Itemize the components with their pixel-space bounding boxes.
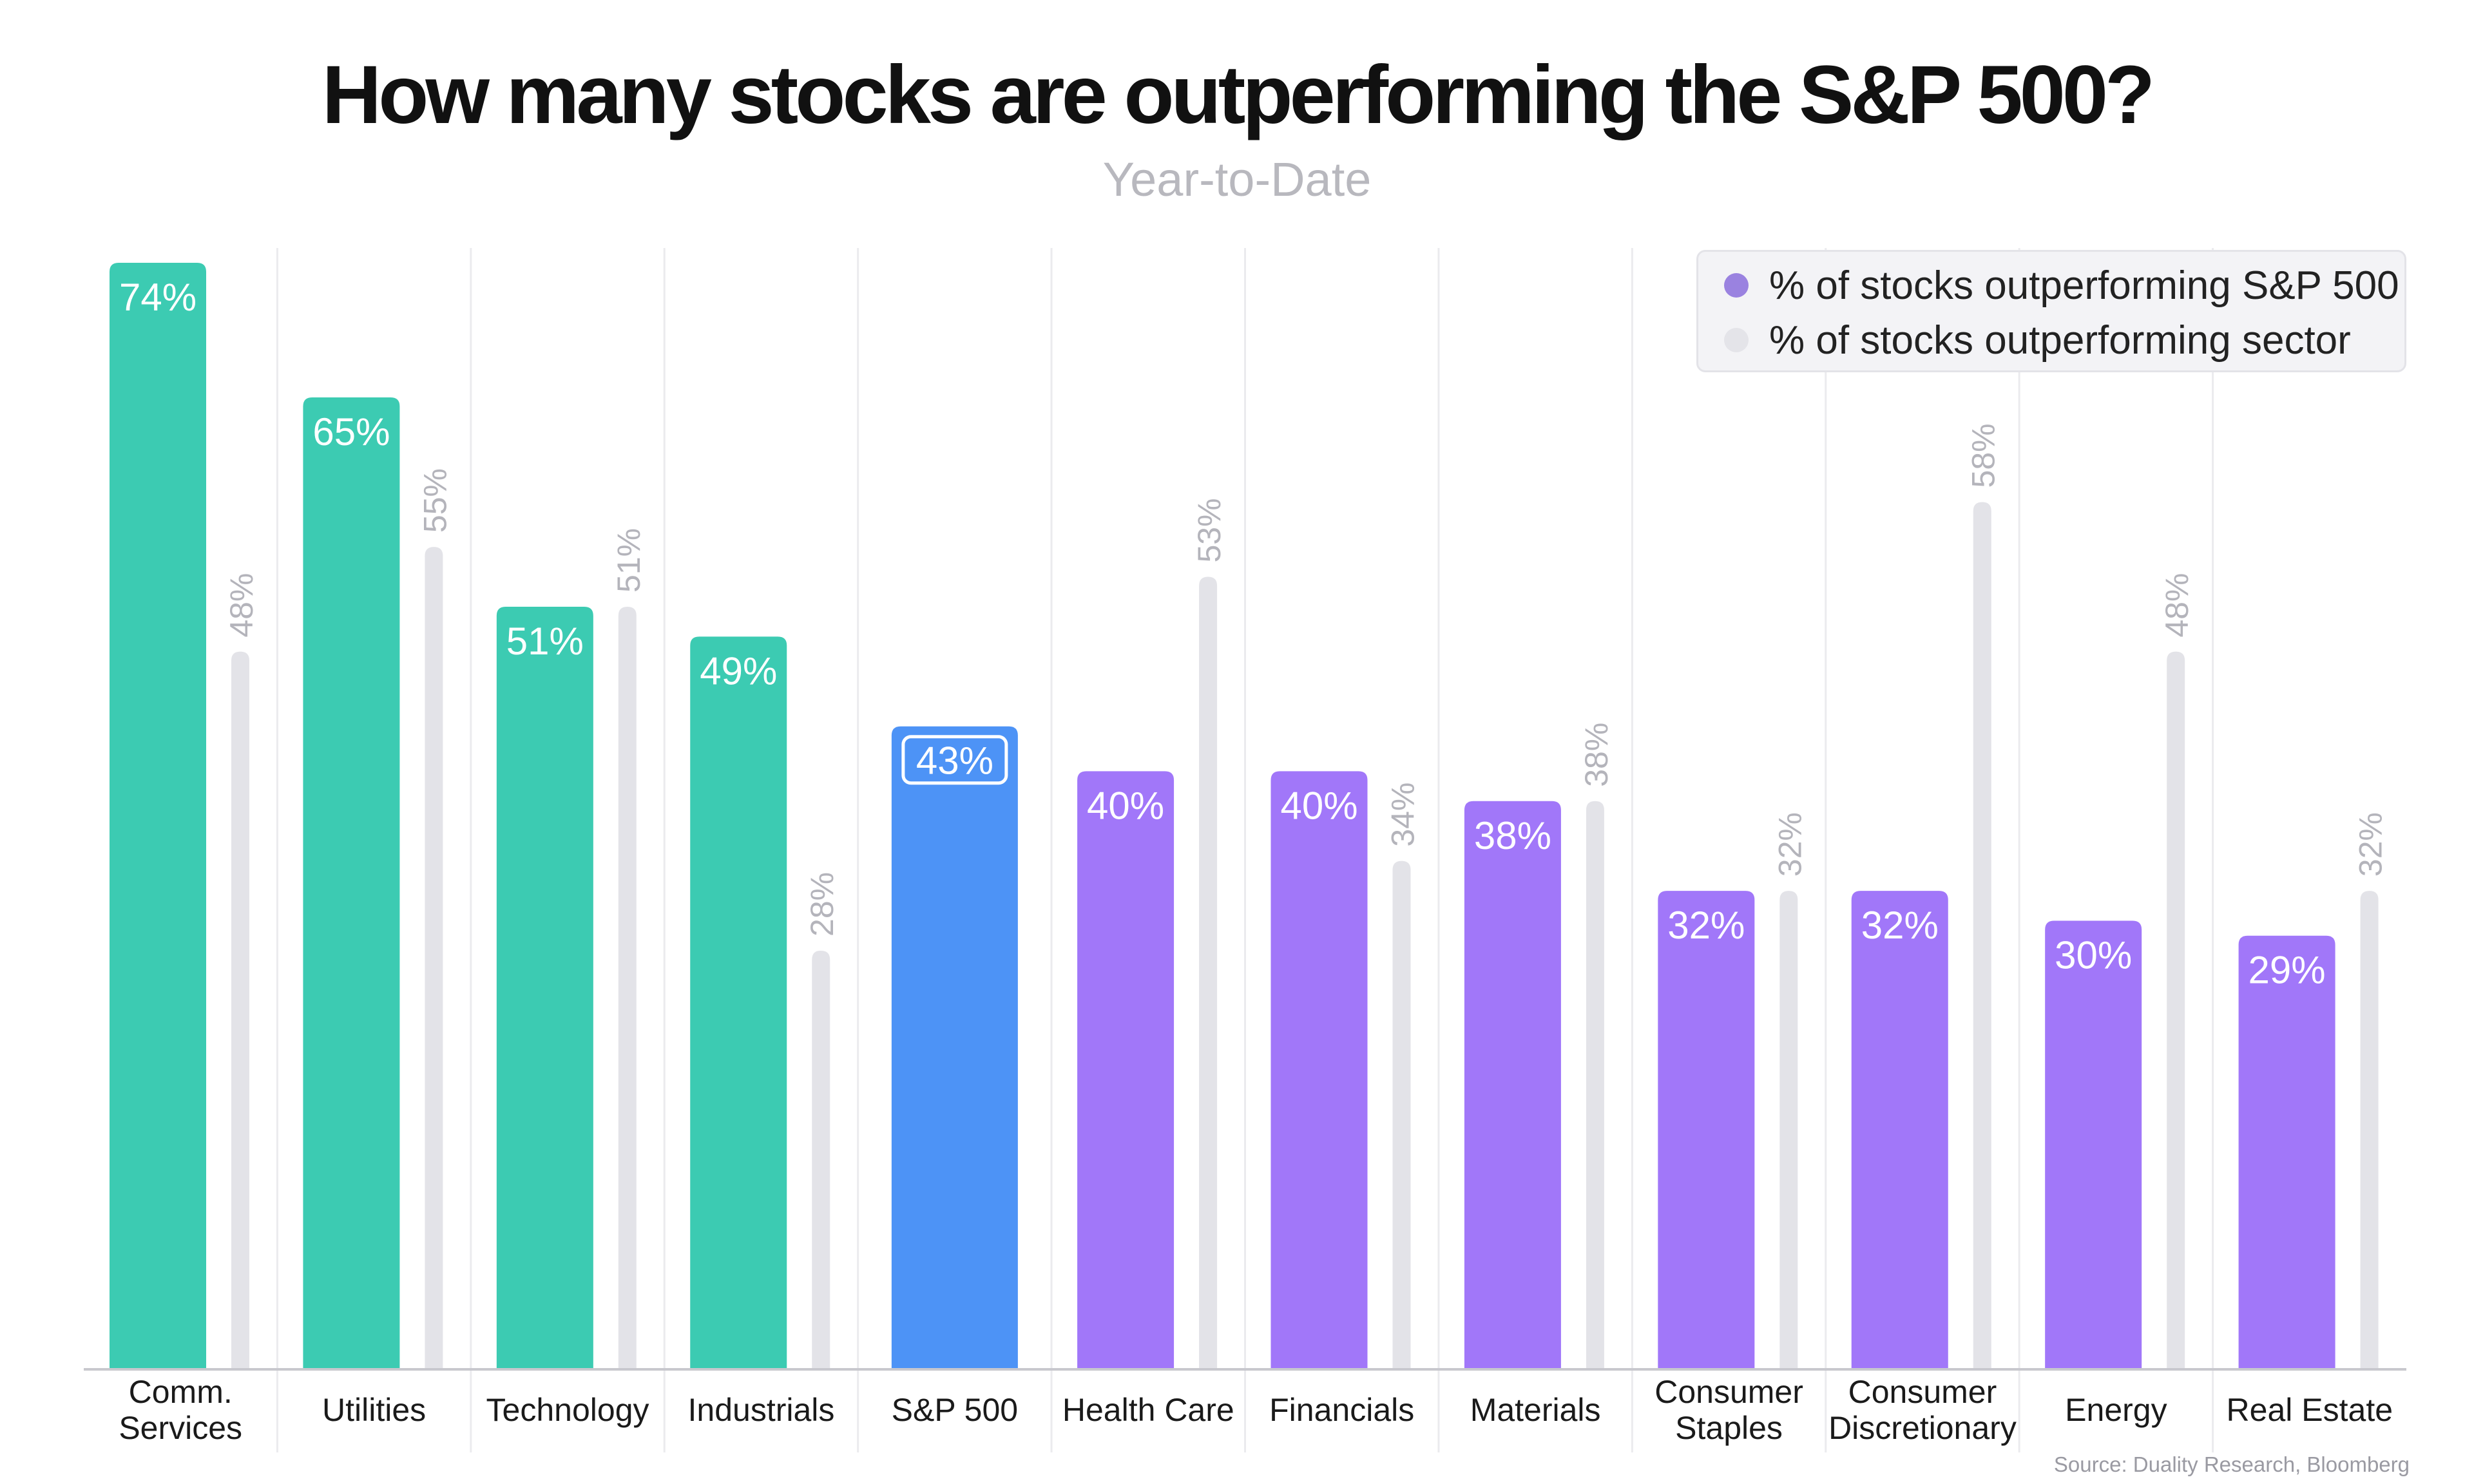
bar-real-estate [2238, 935, 2335, 1369]
category-label-industrials: Industrials [688, 1392, 835, 1428]
category-label-health-care: Health Care [1062, 1392, 1234, 1428]
sector-bar-materials [1586, 801, 1604, 1369]
sector-bar-utilities [425, 547, 443, 1369]
data-label-s-p-500: 43% [916, 739, 993, 783]
sector-bar-consumer-discretionary [1973, 502, 1991, 1369]
category-label-line: Health Care [1062, 1392, 1234, 1428]
category-label-consumer-staples: Consumer Staples [1654, 1374, 1803, 1446]
sector-label-consumer-discretionary: 58% [1966, 423, 2002, 488]
bar-energy [2045, 920, 2142, 1369]
category-label-line: Materials [1470, 1392, 1601, 1428]
bar-health-care [1077, 771, 1175, 1369]
sector-bar-real-estate [2360, 891, 2379, 1369]
chart-title: How many stocks are outperforming the S&… [321, 49, 2155, 141]
source-note: Source: Duality Research, Bloomberg [2053, 1452, 2410, 1476]
sector-bar-consumer-staples [1779, 891, 1798, 1369]
category-label-utilities: Utilities [322, 1392, 426, 1428]
category-label-line: Consumer [1848, 1374, 1997, 1410]
sector-label-financials: 34% [1385, 783, 1421, 847]
bar-technology [496, 606, 593, 1370]
legend-item-vs-sp500: % of stocks outperforming S&P 500 [1724, 260, 2399, 311]
category-label-real-estate: Real Estate [2227, 1392, 2393, 1428]
sector-label-energy: 48% [2159, 573, 2195, 638]
legend-label-vs-sp500: % of stocks outperforming S&P 500 [1769, 263, 2399, 308]
data-label-comm-services: 74% [119, 276, 197, 319]
category-label-line: S&P 500 [892, 1392, 1018, 1428]
sector-bar-industrials [812, 950, 830, 1369]
sector-bar-energy [2167, 651, 2185, 1370]
sector-bar-comm-services [231, 651, 249, 1370]
sector-label-consumer-staples: 32% [1772, 812, 1808, 877]
category-label-line: Technology [486, 1392, 649, 1428]
bar-s-p-500 [891, 726, 1018, 1369]
sector-bar-technology [618, 606, 637, 1370]
data-label-technology: 51% [506, 620, 584, 663]
sector-label-industrials: 28% [804, 872, 840, 937]
category-label-materials: Materials [1470, 1392, 1601, 1428]
category-label-line: Discretionary [1828, 1410, 2017, 1446]
data-label-materials: 38% [1474, 814, 1551, 857]
category-label-line: Financials [1269, 1392, 1414, 1428]
sector-bar-health-care [1199, 576, 1218, 1369]
category-label-line: Energy [2065, 1392, 2167, 1428]
data-label-box-s-p-500 [901, 735, 1008, 785]
sector-label-comm-services: 48% [224, 573, 260, 638]
category-label-line: Consumer [1654, 1374, 1803, 1410]
data-label-health-care: 40% [1087, 784, 1164, 827]
bar-consumer-discretionary [1851, 891, 1948, 1369]
category-label-technology: Technology [486, 1392, 649, 1428]
category-label-comm-services: Comm. Services [119, 1374, 242, 1446]
sector-bar-financials [1392, 861, 1411, 1369]
sector-label-technology: 51% [611, 528, 647, 593]
bar-financials [1271, 771, 1368, 1369]
sector-label-health-care: 53% [1191, 498, 1227, 562]
category-label-line: Comm. [129, 1374, 233, 1410]
data-label-financials: 40% [1280, 784, 1357, 827]
category-label-line: Services [119, 1410, 242, 1446]
category-label-energy: Energy [2065, 1392, 2167, 1428]
category-label-s-p-500: S&P 500 [892, 1392, 1018, 1428]
legend-swatch-vs-sp500 [1724, 273, 1749, 298]
bar-materials [1464, 801, 1561, 1369]
chart-subtitle: Year-to-Date [1102, 153, 1372, 206]
data-label-energy: 30% [2055, 934, 2132, 977]
data-label-utilities: 65% [312, 410, 390, 453]
legend-label-vs-sector: % of stocks outperforming sector [1769, 318, 2351, 363]
chart-legend: % of stocks outperforming S&P 500 % of s… [1696, 250, 2406, 372]
sector-label-materials: 38% [1578, 723, 1615, 787]
sector-label-real-estate: 32% [2353, 812, 2389, 877]
bar-comm-services [110, 263, 206, 1369]
data-label-real-estate: 29% [2249, 949, 2326, 992]
data-label-consumer-discretionary: 32% [1861, 904, 1939, 947]
category-label-consumer-discretionary: Consumer Discretionary [1828, 1374, 2017, 1446]
legend-swatch-vs-sector [1724, 328, 1749, 352]
bar-industrials [690, 636, 787, 1369]
category-label-line: Staples [1675, 1410, 1783, 1446]
sector-label-utilities: 55% [417, 468, 453, 533]
category-label-line: Utilities [322, 1392, 426, 1428]
data-label-industrials: 49% [700, 649, 777, 692]
bar-consumer-staples [1658, 891, 1755, 1369]
category-label-line: Industrials [688, 1392, 835, 1428]
category-label-financials: Financials [1269, 1392, 1414, 1428]
legend-item-vs-sector: % of stocks outperforming sector [1724, 314, 2351, 366]
bar-utilities [303, 397, 400, 1369]
category-label-line: Real Estate [2227, 1392, 2393, 1428]
data-label-consumer-staples: 32% [1667, 904, 1745, 947]
